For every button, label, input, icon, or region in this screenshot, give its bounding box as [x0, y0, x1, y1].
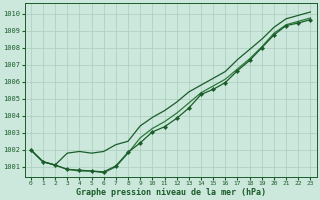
X-axis label: Graphe pression niveau de la mer (hPa): Graphe pression niveau de la mer (hPa) [76, 188, 266, 197]
